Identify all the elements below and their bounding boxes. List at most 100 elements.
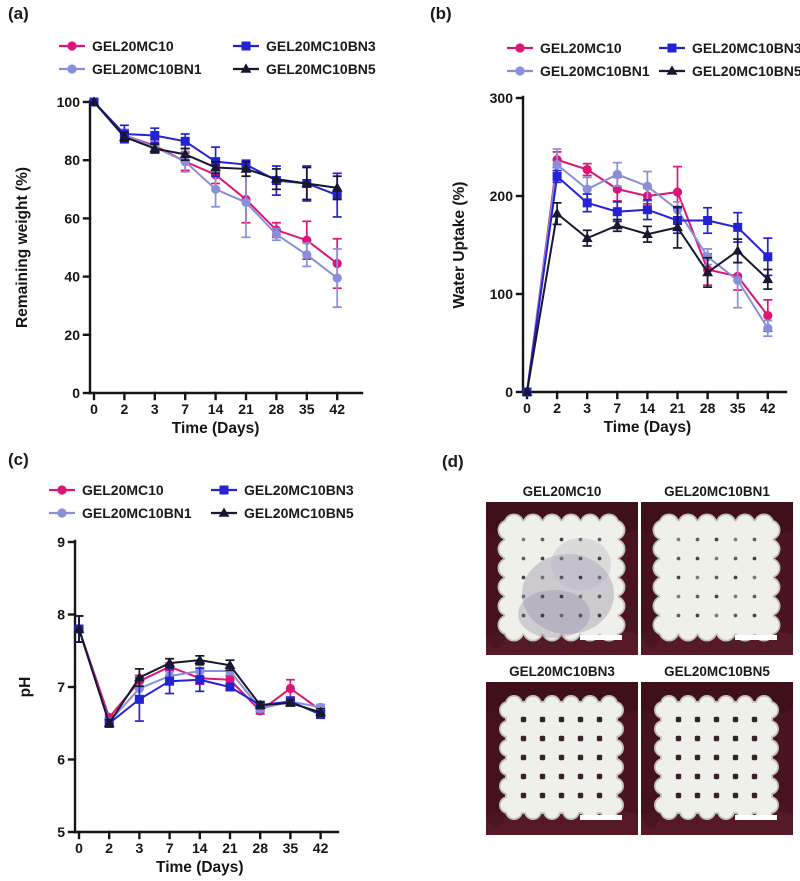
svg-text:60: 60 [64,210,80,226]
svg-text:80: 80 [64,152,80,168]
svg-text:40: 40 [64,269,80,285]
legend-item-GEL20MC10: GEL20MC10 [48,482,210,498]
legend-marker-square-icon [659,43,685,52]
axes: 5 6 7 8 9 0 2 3 7 14 21 28 35 42 [57,534,340,856]
svg-text:28: 28 [269,401,285,417]
svg-text:3: 3 [136,840,144,856]
legend-marker-circle-icon [507,42,533,53]
x-axis-title: Time (Days) [172,420,260,437]
legend-b: GEL20MC10 GEL20MC10BN1 GEL20MC10BN3 GEL20MC… [506,36,800,82]
svg-text:7: 7 [613,400,621,416]
svg-text:0: 0 [75,840,83,856]
legend-marker-square-icon [233,41,259,50]
svg-text:2: 2 [105,840,113,856]
scaffold-photo-grid: GEL20MC10 GEL20MC10BN1 GEL20MC10BN3 GEL20MC… [486,484,793,835]
chart-water-uptake: 0 100 200 300 0 2 3 7 14 21 28 35 42 Time (Days) Water… [451,90,788,436]
legend-item-GEL20MC10BN3: GEL20MC10BN3 [232,38,376,54]
scale-bar [580,815,622,820]
svg-text:42: 42 [313,840,329,856]
svg-text:7: 7 [57,679,65,695]
legend-marker-circle-icon [49,484,75,495]
chart-ph: 5 6 7 8 9 0 2 3 7 14 21 28 35 42 Time (Days) pH [17,534,340,876]
panel-label-a: (a) [8,4,29,23]
legend-label: GEL20MC10BN1 [540,62,650,79]
legend-marker-circle-icon [59,63,85,74]
scaffold-image-3 [641,682,793,835]
svg-text:8: 8 [57,607,65,623]
scaffold-photo-GEL20MC10: GEL20MC10 [486,484,638,655]
series-GEL20MC10BN1 [89,97,342,309]
legend-label: GEL20MC10BN1 [82,504,192,521]
axes: 0 20 40 60 80 100 0 2 3 7 14 21 28 35 42 [57,94,364,417]
legend-item-GEL20MC10: GEL20MC10 [506,40,658,56]
svg-text:28: 28 [700,400,716,416]
svg-text:35: 35 [730,400,746,416]
scaffold-image-2 [486,682,638,835]
legend-label: GEL20MC10BN3 [692,39,800,56]
svg-text:2: 2 [553,400,561,416]
legend-marker-triangle-icon [211,506,237,517]
legend-label: GEL20MC10BN3 [266,37,376,54]
legend-item-GEL20MC10BN5: GEL20MC10BN5 [210,505,354,521]
legend-label: GEL20MC10 [540,39,622,56]
panel-label-b: (b) [430,4,452,23]
svg-text:300: 300 [490,90,514,106]
svg-text:9: 9 [57,534,65,550]
legend-item-GEL20MC10BN3: GEL20MC10BN3 [210,482,354,498]
series-GEL20MC10BN5 [73,615,326,728]
legend-a: GEL20MC10 GEL20MC10BN1 GEL20MC10BN3 GEL20MC… [58,34,376,80]
svg-text:21: 21 [238,401,254,417]
panel-label-c: (c) [8,450,29,469]
legend-item-GEL20MC10BN1: GEL20MC10BN1 [48,505,210,521]
legend-marker-circle-icon [49,507,75,518]
svg-text:3: 3 [583,400,591,416]
legend-marker-triangle-icon [659,64,685,75]
x-axis-title: Time (Days) [156,859,244,876]
photo-label: GEL20MC10BN3 [509,664,615,679]
svg-text:200: 200 [490,188,514,204]
svg-text:0: 0 [505,384,513,400]
photo-label: GEL20MC10 [522,484,602,499]
legend-c: GEL20MC10 GEL20MC10BN1 GEL20MC10BN3 GEL20MC… [48,478,354,524]
scaffold-photo-GEL20MC10BN3: GEL20MC10BN3 [486,664,638,835]
svg-text:0: 0 [72,385,80,401]
y-axis-title: Water Uptake (%) [451,182,468,309]
legend-label: GEL20MC10 [92,37,174,54]
svg-text:7: 7 [181,401,189,417]
legend-item-GEL20MC10BN1: GEL20MC10BN1 [58,61,232,77]
scale-bar [580,635,622,640]
svg-text:14: 14 [640,400,656,416]
series-GEL20MC10BN5 [521,202,774,396]
legend-item-GEL20MC10BN5: GEL20MC10BN5 [232,61,376,77]
photo-label: GEL20MC10BN1 [664,484,770,499]
svg-text:20: 20 [64,327,80,343]
svg-text:42: 42 [329,401,345,417]
svg-text:6: 6 [57,752,65,768]
legend-label: GEL20MC10BN5 [244,504,354,521]
x-axis-title: Time (Days) [604,419,692,436]
scaffold-photo-GEL20MC10BN1: GEL20MC10BN1 [641,484,793,655]
svg-text:7: 7 [166,840,174,856]
series-GEL20MC10BN3 [74,615,326,728]
svg-text:0: 0 [523,400,531,416]
panel-label-d: (d) [442,452,464,471]
legend-marker-circle-icon [507,65,533,76]
scaffold-image-0 [486,502,638,655]
axes: 0 100 200 300 0 2 3 7 14 21 28 35 42 [490,90,788,416]
y-axis-title: pH [17,677,34,698]
svg-text:35: 35 [283,840,299,856]
legend-label: GEL20MC10BN1 [92,60,202,77]
legend-marker-circle-icon [59,40,85,51]
svg-text:2: 2 [121,401,129,417]
chart-remaining-weight: 0 20 40 60 80 100 0 2 3 7 14 21 28 35 42 Time (Days) Rem… [14,94,364,437]
legend-marker-triangle-icon [233,62,259,73]
svg-text:14: 14 [208,401,224,417]
legend-marker-square-icon [211,485,237,494]
legend-label: GEL20MC10BN3 [244,481,354,498]
scaffold-image-1 [641,502,793,655]
svg-text:0: 0 [90,401,98,417]
legend-item-GEL20MC10: GEL20MC10 [58,38,232,54]
legend-label: GEL20MC10BN5 [692,62,800,79]
legend-item-GEL20MC10BN1: GEL20MC10BN1 [506,63,658,79]
